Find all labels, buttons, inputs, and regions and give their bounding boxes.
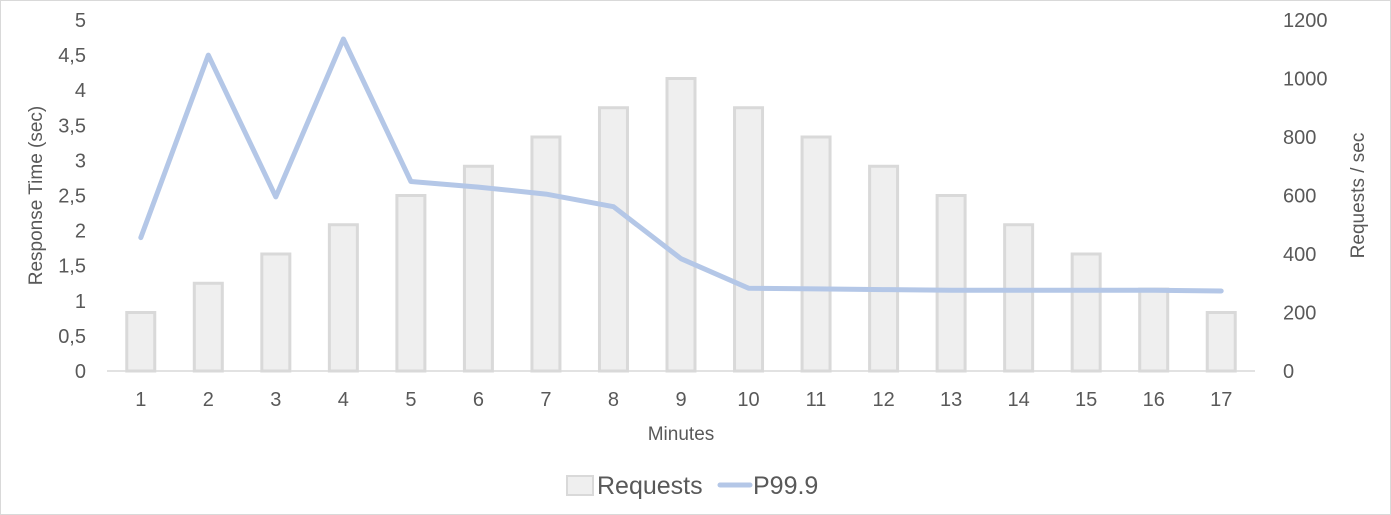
legend-p999-label: P99.9	[753, 472, 818, 500]
p999-line-group	[138, 36, 1224, 294]
requests-bar	[192, 281, 224, 373]
right-tick-label: 1200	[1283, 10, 1328, 32]
x-tick-label: 2	[203, 389, 214, 411]
requests-bar	[597, 106, 629, 373]
left-tick-label: 0,5	[58, 326, 86, 348]
p999-line	[138, 36, 1224, 294]
left-tick-label: 4	[75, 80, 86, 102]
x-tick-label: 10	[737, 389, 759, 411]
left-tick-label: 4,5	[58, 45, 86, 67]
x-tick-label: 13	[940, 389, 962, 411]
left-axis-ticks: 0 0,5 1 1,5 2 2,5 3 3,5 4 4,5 5	[58, 10, 86, 383]
legend-requests-label: Requests	[597, 472, 703, 500]
x-tick-label: 15	[1075, 389, 1097, 411]
requests-bar	[868, 164, 900, 373]
requests-bar	[1070, 252, 1102, 373]
requests-bar	[395, 194, 427, 373]
left-tick-label: 3,5	[58, 115, 86, 137]
right-tick-label: 600	[1283, 186, 1316, 208]
requests-bar	[733, 106, 765, 373]
requests-bar	[260, 252, 292, 373]
x-tick-label: 14	[1008, 389, 1030, 411]
requests-bar	[1003, 223, 1035, 373]
right-tick-label: 0	[1283, 361, 1294, 383]
x-axis-title: Minutes	[648, 424, 715, 445]
x-tick-label: 3	[270, 389, 281, 411]
right-axis-ticks: 0 200 400 600 800 1000 1200	[1283, 10, 1328, 383]
x-tick-label: 11	[806, 389, 827, 411]
x-tick-label: 8	[608, 389, 619, 411]
requests-bar	[462, 164, 494, 373]
right-tick-label: 800	[1283, 127, 1316, 149]
legend-requests-swatch	[566, 475, 594, 496]
requests-bars	[125, 77, 1237, 373]
requests-bar	[530, 135, 562, 373]
left-tick-label: 2	[75, 221, 86, 243]
left-tick-label: 2,5	[58, 186, 86, 208]
x-tick-label: 7	[540, 389, 551, 411]
requests-bar	[935, 194, 967, 373]
x-tick-label: 12	[872, 389, 894, 411]
requests-bar	[1138, 287, 1170, 373]
requests-bar	[125, 311, 157, 373]
x-tick-label: 17	[1210, 389, 1232, 411]
left-tick-label: 1	[75, 291, 86, 313]
x-tick-label: 5	[405, 389, 416, 411]
x-tick-label: 1	[135, 389, 146, 411]
left-axis-title: Response Time (sec)	[26, 106, 47, 286]
x-tick-label: 6	[473, 389, 484, 411]
legend: Requests P99.9	[566, 472, 818, 500]
x-axis-ticks: 1 2 3 4 5 6 7 8 9 10 11 12 13 14 15 16 17	[135, 389, 1232, 411]
left-tick-label: 0	[75, 361, 86, 383]
requests-bar	[327, 223, 359, 373]
x-tick-label: 9	[675, 389, 686, 411]
right-tick-label: 200	[1283, 303, 1316, 325]
right-axis-title: Requests / sec	[1348, 133, 1369, 259]
left-tick-label: 5	[75, 10, 86, 32]
right-tick-label: 1000	[1283, 69, 1328, 91]
requests-bar	[665, 77, 697, 373]
x-tick-label: 16	[1143, 389, 1165, 411]
right-tick-label: 400	[1283, 244, 1316, 266]
requests-bar	[1205, 311, 1237, 373]
left-tick-label: 1,5	[58, 256, 86, 278]
requests-bar	[800, 135, 832, 373]
x-tick-label: 4	[338, 389, 349, 411]
left-tick-label: 3	[75, 150, 86, 172]
